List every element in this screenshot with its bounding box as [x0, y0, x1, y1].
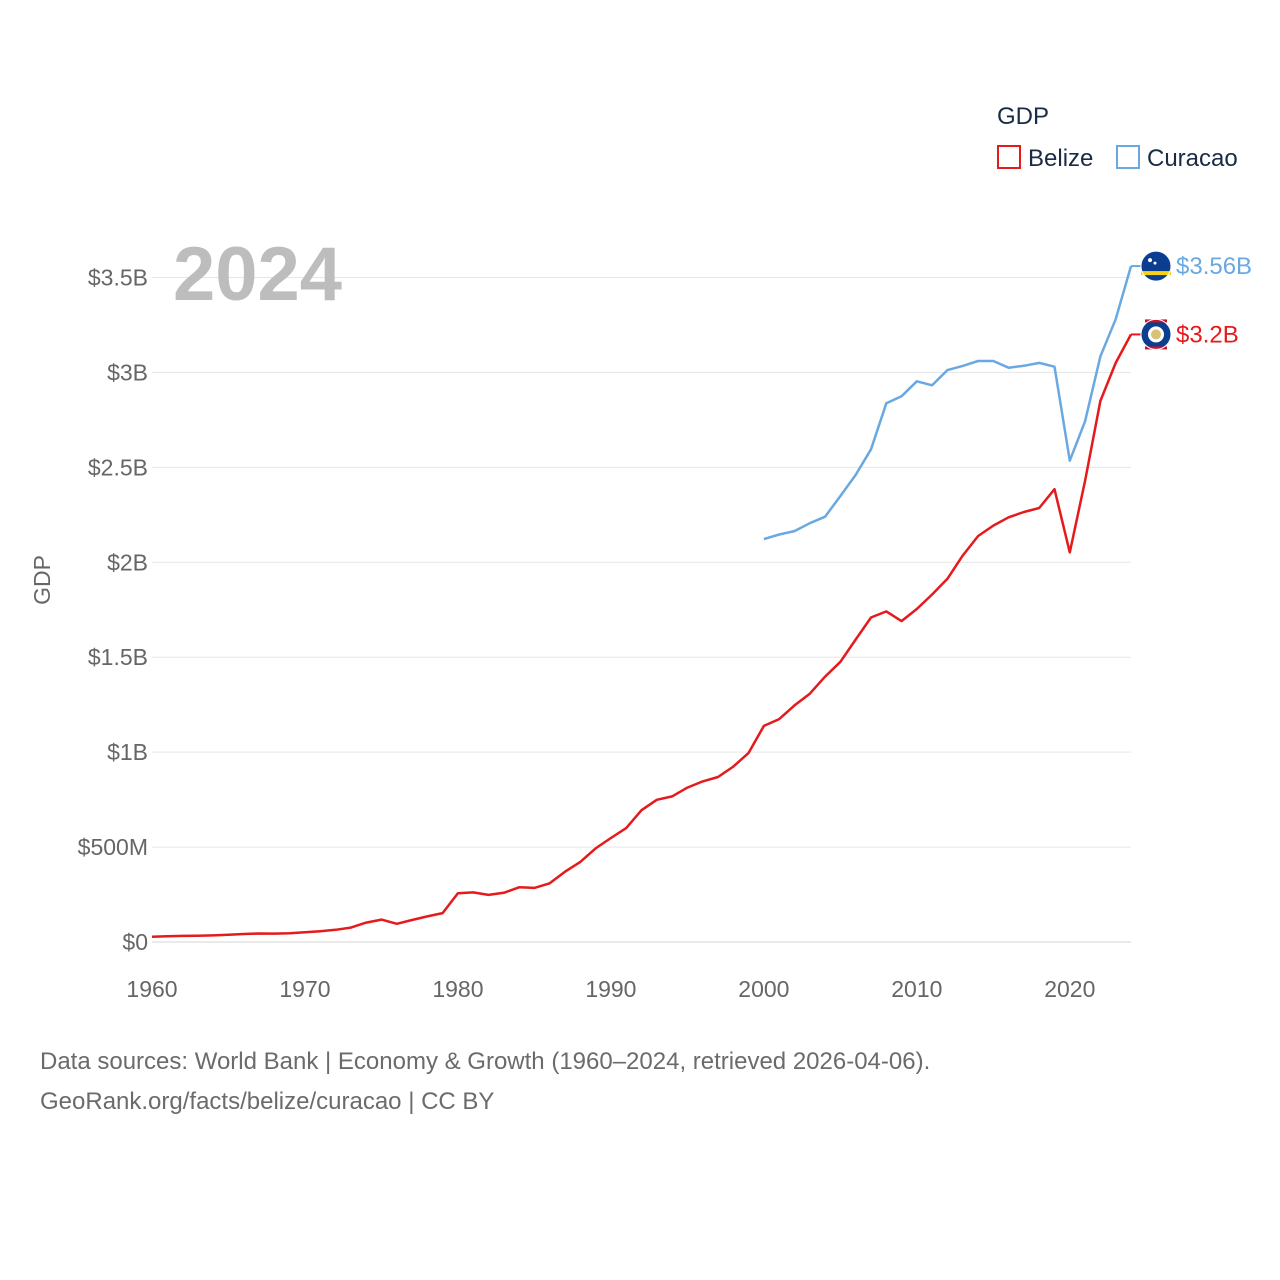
- y-tick-label: $1B: [107, 739, 148, 765]
- flag-emblem-center: [1151, 329, 1161, 340]
- end-markers: $3.2B $3.56B: [1131, 250, 1252, 350]
- y-tick-label: $2.5B: [88, 454, 148, 480]
- legend-swatch-belize: [997, 145, 1021, 169]
- y-axis-label: GDP: [29, 555, 55, 605]
- legend-item-belize[interactable]: Belize: [997, 145, 1093, 172]
- legend: GDP Belize Curacao: [997, 103, 1238, 172]
- y-axis-ticks: $0 $500M $1B $1.5B $2B $2.5B $3B $3.5B: [78, 264, 148, 955]
- x-axis-ticks: 1960 1970 1980 1990 2000 2010 2020: [126, 976, 1095, 1002]
- y-tick-label: $3.5B: [88, 264, 148, 290]
- flag-stripe: [1141, 271, 1171, 276]
- flag-star: [1153, 261, 1157, 265]
- curacao-flag-icon: [1140, 250, 1172, 282]
- grid-lines: [152, 276, 1131, 943]
- legend-title: GDP: [997, 103, 1049, 130]
- y-tick-label: $2B: [107, 549, 148, 575]
- legend-item-curacao[interactable]: Curacao: [1116, 145, 1238, 172]
- flag-stripe: [1145, 346, 1167, 350]
- series-line-belize[interactable]: [151, 333, 1133, 938]
- x-tick-label: 2010: [891, 976, 942, 1002]
- footer: Data sources: World Bank | Economy & Gro…: [40, 1042, 930, 1122]
- legend-label-belize: Belize: [1028, 145, 1093, 172]
- x-tick-label: 2000: [738, 976, 789, 1002]
- y-tick-label: $500M: [78, 834, 148, 860]
- flag-star: [1148, 258, 1152, 263]
- gdp-line-chart: $0 $500M $1B $1.5B $2B $2.5B $3B $3.5B 1960 1970…: [29, 103, 1252, 1002]
- x-tick-label: 1970: [279, 976, 330, 1002]
- flag-stripe: [1145, 319, 1167, 323]
- source-link[interactable]: GeoRank.org/facts/belize/curacao | CC BY: [40, 1088, 495, 1115]
- end-value-label-belize: $3.2B: [1176, 321, 1239, 348]
- data-source-note: Data sources: World Bank | Economy & Gro…: [40, 1048, 931, 1075]
- y-tick-label: $0: [122, 929, 148, 955]
- series-lines: [151, 265, 1133, 938]
- x-tick-label: 1990: [585, 976, 636, 1002]
- x-tick-label: 1960: [126, 976, 177, 1002]
- end-value-label-curacao: $3.56B: [1176, 253, 1252, 280]
- x-tick-label: 2020: [1044, 976, 1095, 1002]
- series-line-curacao[interactable]: [763, 265, 1133, 541]
- flag-border: [1140, 250, 1172, 282]
- x-tick-label: 1980: [432, 976, 483, 1002]
- legend-label-curacao: Curacao: [1147, 145, 1238, 172]
- y-tick-label: $1.5B: [88, 644, 148, 670]
- year-label: 2024: [173, 232, 342, 317]
- y-tick-label: $3B: [107, 359, 148, 385]
- flag-border: [1140, 318, 1172, 350]
- legend-swatch-curacao: [1116, 145, 1140, 169]
- belize-flag-icon: [1140, 318, 1172, 350]
